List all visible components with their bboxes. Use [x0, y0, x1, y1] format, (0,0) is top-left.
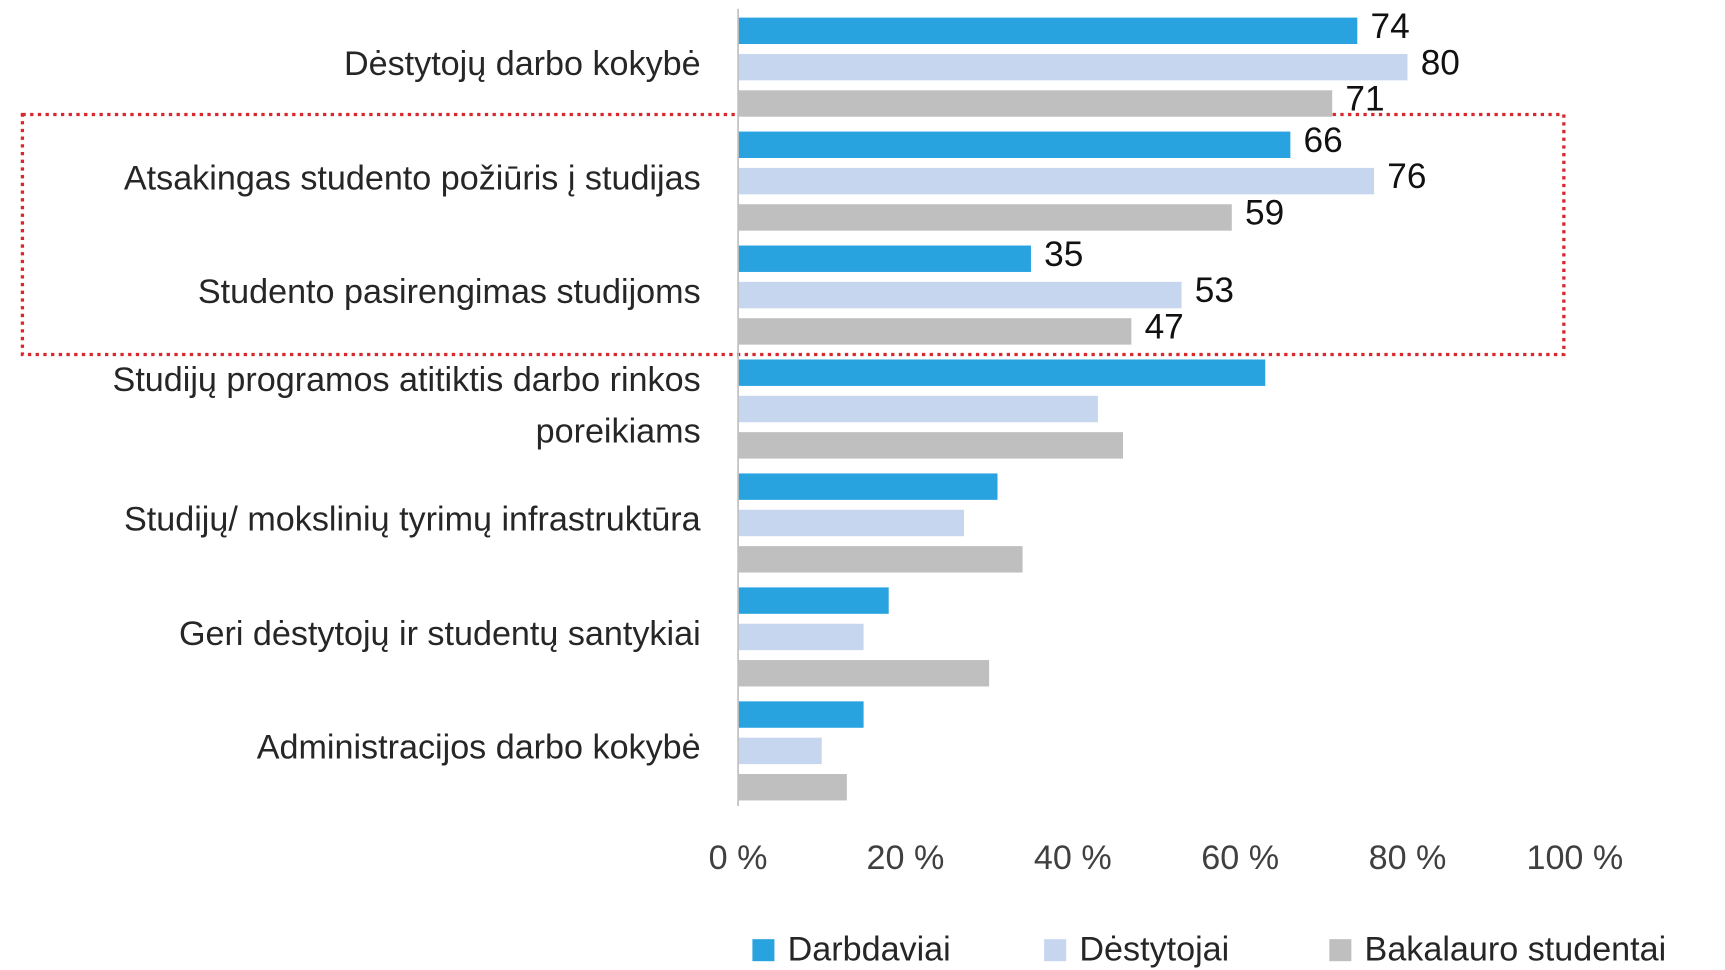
value-label: 66: [1304, 121, 1343, 160]
bar: [738, 737, 822, 765]
bar: [738, 281, 1182, 309]
value-label: 59: [1245, 194, 1284, 233]
bar: [738, 395, 1098, 423]
category-label-box: Studijų/ mokslinių tyrimų infrastruktūra: [124, 500, 701, 539]
bar: [738, 473, 998, 500]
category-label: Studijų/ mokslinių tyrimų infrastruktūra: [124, 500, 701, 539]
category-label-box: Administracijos darbo kokybė: [256, 728, 701, 767]
legend-label: Dėstytojai: [1079, 930, 1229, 968]
legend-label: Bakalauro studentai: [1365, 930, 1667, 968]
x-tick-label: 60 %: [1201, 839, 1279, 877]
category-label-box: Dėstytojų darbo kokybė: [343, 44, 701, 83]
value-label: 76: [1387, 157, 1426, 196]
bar: [738, 623, 864, 651]
category-label: Studento pasirengimas studijoms: [197, 272, 701, 311]
legend-swatch: [752, 939, 775, 962]
category-label: Atsakingas studento požiūris į studijas: [123, 158, 701, 197]
bar: [738, 245, 1031, 272]
bar: [738, 546, 1023, 573]
category-label: Studijų programos atitiktis darbo rinkos…: [112, 360, 701, 451]
bar: [738, 90, 1333, 117]
x-tick-label: 80 %: [1369, 839, 1447, 877]
bar: [738, 167, 1375, 195]
category-label: Dėstytojų darbo kokybė: [343, 44, 701, 83]
bar: [738, 318, 1132, 345]
legend-swatch: [1044, 939, 1067, 962]
legend-label: Darbdaviai: [788, 930, 951, 968]
category-label-box: Studijų programos atitiktis darbo rinkos…: [112, 360, 701, 451]
category-label: Administracijos darbo kokybė: [256, 728, 701, 767]
category-label-box: Studento pasirengimas studijoms: [197, 272, 701, 311]
value-label: 47: [1145, 308, 1184, 347]
bar: [738, 774, 847, 801]
x-tick-label: 20 %: [867, 839, 945, 877]
value-label: 80: [1421, 43, 1460, 82]
x-tick-label: 40 %: [1034, 839, 1112, 877]
bar: [738, 432, 1124, 459]
bar: [738, 204, 1232, 231]
bar: [738, 587, 889, 614]
bar: [738, 17, 1358, 45]
bar: [738, 359, 1266, 386]
category-label: Geri dėstytojų ir studentų santykiai: [178, 614, 701, 653]
bar: [738, 53, 1408, 81]
value-label: 35: [1044, 235, 1083, 274]
category-label-box: Atsakingas studento požiūris į studijas: [123, 158, 701, 197]
bar: [738, 509, 965, 537]
bar: [738, 131, 1291, 158]
category-label-box: Geri dėstytojų ir studentų santykiai: [178, 614, 701, 653]
value-label: 71: [1345, 80, 1384, 119]
x-tick-label: 100 %: [1526, 839, 1623, 877]
value-label: 74: [1371, 7, 1410, 46]
value-label: 53: [1195, 271, 1234, 310]
x-tick-label: 0 %: [709, 839, 768, 877]
bar: [738, 660, 990, 687]
bar: [738, 701, 864, 728]
legend-swatch: [1329, 939, 1352, 962]
